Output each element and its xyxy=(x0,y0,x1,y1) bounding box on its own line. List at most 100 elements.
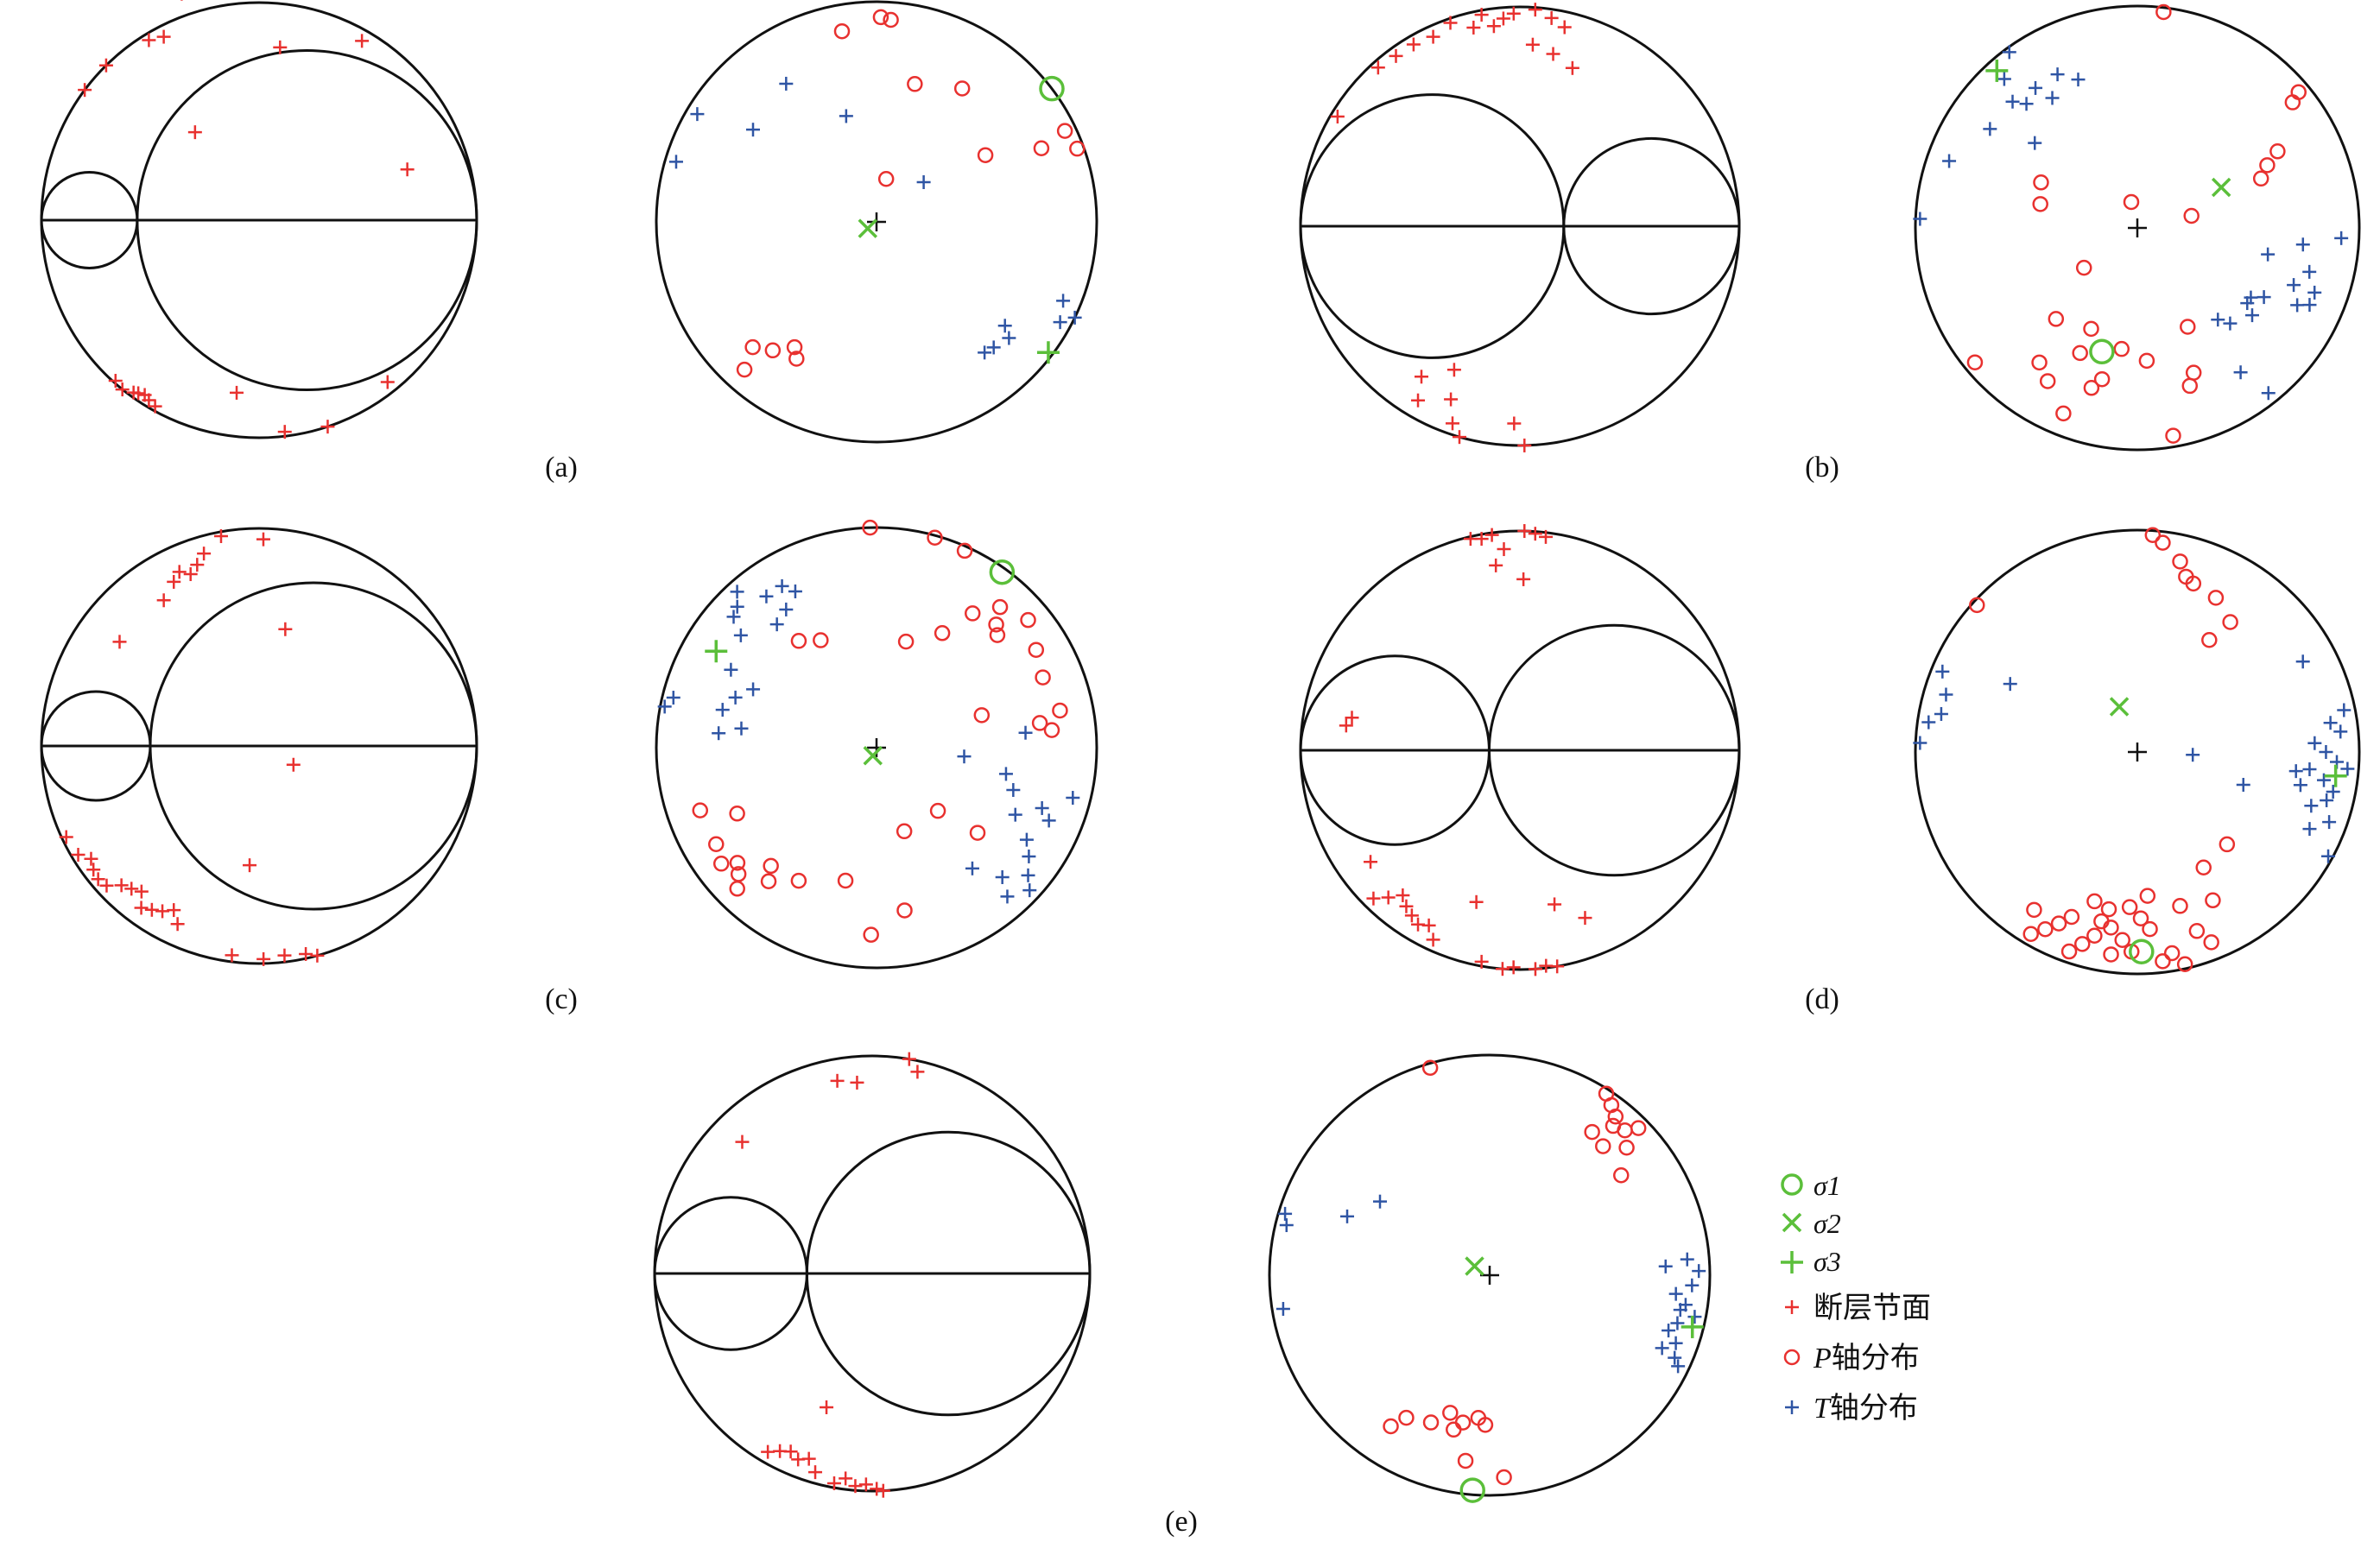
sigma1-marker xyxy=(2129,938,2155,964)
p-axis-point xyxy=(1595,1138,1611,1154)
t-axis-point xyxy=(1275,1301,1290,1316)
p-axis-point xyxy=(969,825,986,841)
t-axis-point xyxy=(2333,724,2348,739)
fault-plane-point xyxy=(225,948,239,963)
p-axis-point xyxy=(2155,3,2172,21)
fault-plane-point xyxy=(870,1482,884,1496)
fault-plane-point xyxy=(320,420,335,434)
fault-plane-point xyxy=(124,882,139,896)
t-axis-point xyxy=(2302,298,2317,313)
mohr-net-d xyxy=(1299,524,1741,976)
panel-label-a: (a) xyxy=(545,452,578,483)
p-axis-point xyxy=(2165,427,2181,444)
p-axis-point xyxy=(2032,196,2048,212)
stereonet-center-mark xyxy=(867,212,886,231)
t-axis-point xyxy=(769,617,784,632)
fault-plane-point xyxy=(1406,37,1421,52)
sigma2-marker xyxy=(863,746,883,766)
p-axis-point xyxy=(929,802,946,819)
p-axis-point xyxy=(2083,380,2100,396)
fault-plane-point xyxy=(1444,392,1459,407)
p-axis-point xyxy=(2086,927,2103,944)
t-axis-point xyxy=(2302,264,2317,279)
fault-plane-point xyxy=(134,884,149,899)
t-axis-point xyxy=(957,749,972,764)
t-axis-point xyxy=(1008,807,1022,822)
p-axis-point xyxy=(712,856,730,872)
t-axis-point xyxy=(2319,745,2333,759)
legend-t-axis-label: T轴分布 xyxy=(1813,1392,1918,1425)
p-axis-point xyxy=(2138,352,2155,370)
p-axis-point xyxy=(1618,1140,1635,1156)
fault-plane-point xyxy=(273,40,288,54)
p-axis-point xyxy=(1442,1405,1459,1421)
fault-plane-point xyxy=(876,1483,890,1498)
t-axis-point xyxy=(733,628,748,642)
fault-plane-point xyxy=(115,382,130,397)
stereonet-outer-circle xyxy=(1914,4,2361,452)
sigma2-marker-b xyxy=(863,746,883,766)
panel-e xyxy=(653,1052,1712,1503)
p-axis-point xyxy=(927,529,943,546)
panel-a xyxy=(40,0,1098,444)
t-axis-point xyxy=(2295,237,2310,252)
fault-plane-point xyxy=(156,593,171,608)
p-axis-point xyxy=(2181,377,2199,395)
fault-plane-point xyxy=(91,872,105,887)
fault-plane-point xyxy=(902,1052,916,1066)
p-axis-point xyxy=(1028,641,1045,658)
fault-plane-point xyxy=(1550,959,1565,974)
sigma3-marker xyxy=(1036,341,1060,364)
fault-plane-point xyxy=(1528,962,1542,976)
p-axis-point xyxy=(2114,932,2130,949)
fault-plane-point xyxy=(830,1073,845,1088)
p-axis-point xyxy=(1033,140,1050,156)
t-axis-point xyxy=(2261,386,2276,401)
sigma1-marker xyxy=(2089,338,2115,365)
p-axis-point xyxy=(896,902,913,919)
fault-plane-point xyxy=(1538,529,1553,544)
p-axis-point xyxy=(1607,1108,1624,1125)
t-axis-point xyxy=(1913,212,1927,226)
legend-t-axis-marker xyxy=(1785,1400,1799,1414)
sigma2-marker xyxy=(858,218,878,238)
fault-plane-point xyxy=(1389,48,1403,63)
fault-plane-point xyxy=(134,901,149,915)
t-axis-point xyxy=(1279,1218,1294,1233)
t-axis-point xyxy=(728,690,743,705)
t-axis-point xyxy=(690,107,705,122)
fault-plane-point xyxy=(1370,60,1385,75)
t-axis-point xyxy=(2019,97,2034,111)
t-axis-point xyxy=(1685,1278,1700,1292)
fault-plane-point xyxy=(850,1075,864,1090)
t-axis-point xyxy=(2323,716,2338,730)
t-axis-point xyxy=(730,599,744,614)
mohr-right-circle xyxy=(805,1130,1092,1417)
fault-plane-point xyxy=(98,58,113,73)
fault-plane-point xyxy=(820,1400,834,1415)
mohr-right-circle xyxy=(1562,136,1741,316)
p-axis-point xyxy=(991,598,1009,616)
p-axis-point xyxy=(837,872,854,889)
fault-plane-point xyxy=(1506,960,1521,975)
p-axis-point xyxy=(2060,943,2078,960)
t-axis-point xyxy=(666,691,680,705)
mohr-net-a xyxy=(40,0,478,439)
p-axis-point xyxy=(2203,934,2219,951)
t-axis-point xyxy=(2186,748,2200,762)
panel-label-c: (c) xyxy=(545,983,578,1015)
sigma3-marker xyxy=(2324,764,2347,787)
p-axis-point xyxy=(2026,901,2042,919)
fault-plane-point xyxy=(1339,718,1353,733)
p-axis-point xyxy=(1052,702,1068,719)
p-axis-point xyxy=(788,351,805,367)
p-axis-point xyxy=(2219,836,2236,853)
legend-sigma1-marker xyxy=(1781,1173,1803,1196)
t-axis-point xyxy=(1000,889,1015,904)
t-axis-point xyxy=(1006,782,1021,797)
fault-plane-point xyxy=(1497,542,1511,557)
p-axis-point xyxy=(2183,207,2200,224)
t-axis-point xyxy=(2334,231,2349,245)
fault-plane-point xyxy=(1557,20,1572,35)
